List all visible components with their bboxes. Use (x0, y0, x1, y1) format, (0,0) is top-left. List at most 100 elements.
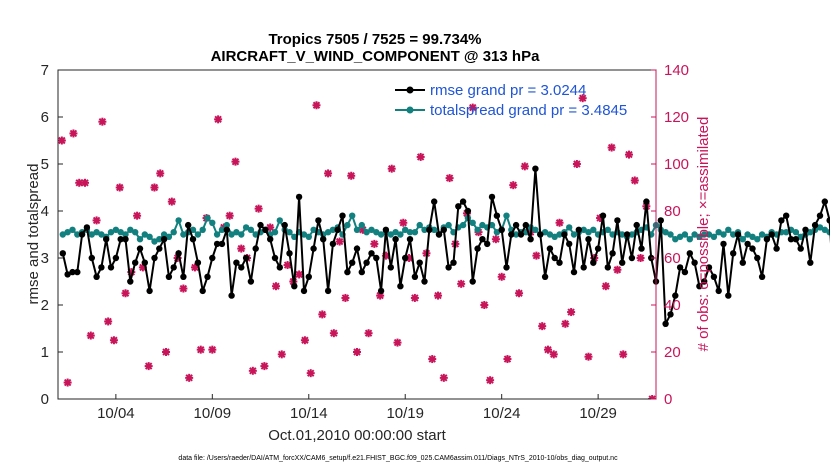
rmse-point (541, 273, 549, 280)
y2-tick-label: 80 (664, 203, 681, 220)
rmse-point (556, 259, 563, 266)
totalspread-point (662, 229, 669, 236)
totalspread-point (701, 231, 708, 238)
obs-marker (312, 101, 321, 110)
totalspread-point (686, 236, 693, 243)
y-axis-label: rmse and totalspread (25, 164, 42, 305)
rmse-point (676, 264, 684, 271)
totalspread-point (74, 231, 81, 238)
y2-tick-label: 140 (664, 62, 689, 79)
totalspread-point (411, 229, 419, 236)
rmse-point (488, 193, 496, 201)
totalspread-point (175, 217, 182, 224)
y-tick-label: 2 (41, 297, 49, 314)
rmse-point (339, 212, 346, 219)
rmse-point (194, 259, 202, 266)
obs-marker (410, 293, 419, 302)
obs-marker (439, 373, 448, 382)
rmse-point (546, 245, 554, 252)
rmse-point (749, 245, 756, 252)
obs-marker (520, 162, 529, 171)
totalspread-point (421, 226, 428, 233)
totalspread-point (725, 226, 732, 233)
rmse-point (455, 203, 462, 210)
obs-marker (335, 237, 344, 246)
rmse-point (715, 287, 722, 295)
totalspread-point (469, 219, 476, 226)
totalspread-point (286, 229, 293, 236)
obs-marker (636, 254, 645, 262)
obs-marker (578, 94, 587, 103)
totalspread-point (585, 229, 592, 236)
obs-marker (271, 282, 280, 291)
obs-marker (399, 218, 408, 227)
totalspread-point (406, 229, 414, 236)
rmse-point (363, 259, 370, 266)
rmse-point (522, 221, 529, 229)
totalspread-point (503, 212, 510, 219)
rmse-point (768, 231, 775, 238)
rmse-point (218, 240, 226, 248)
y-tick-label: 5 (41, 156, 49, 173)
rmse-point (146, 287, 153, 295)
totalspread-point (88, 231, 96, 238)
rmse-point (517, 231, 525, 238)
rmse-point (566, 240, 573, 248)
rmse-point (811, 221, 819, 229)
obs-marker (69, 129, 78, 138)
rmse-point (213, 240, 221, 248)
rmse-point (787, 236, 795, 243)
rmse-point (619, 259, 626, 266)
totalspread-point (368, 226, 375, 233)
y2-tick-label: 20 (664, 344, 681, 361)
obs-marker (584, 352, 593, 361)
totalspread-point (570, 231, 578, 238)
rmse-point (503, 264, 510, 271)
rmse-point (228, 292, 235, 299)
obs-marker (144, 362, 153, 371)
rmse-point (238, 264, 245, 271)
totalspread-point (344, 221, 351, 229)
totalspread-point (213, 231, 221, 238)
totalspread-point (676, 233, 684, 240)
totalspread-point (821, 226, 828, 233)
rmse-point (209, 254, 216, 262)
rmse-point (435, 231, 443, 238)
y-tick-label: 0 (41, 391, 49, 408)
obs-marker (115, 183, 124, 192)
legend-spread-marker (406, 106, 414, 114)
obs-marker (92, 216, 101, 225)
totalspread-point (710, 233, 718, 240)
obs-marker (572, 160, 581, 168)
rmse-point (78, 231, 86, 238)
rmse-point (508, 231, 515, 238)
rmse-point (64, 271, 71, 278)
totalspread-point (117, 229, 124, 236)
obs-marker (509, 181, 518, 190)
y2-tick-label: 60 (664, 250, 681, 267)
rmse-point (657, 217, 664, 224)
rmse-point (628, 254, 636, 262)
rmse-point (233, 259, 240, 266)
totalspread-point (705, 231, 713, 238)
rmse-point (498, 226, 505, 233)
rmse-point (189, 236, 197, 243)
obs-marker (190, 263, 199, 272)
rmse-point (223, 226, 230, 233)
rmse-point (807, 259, 814, 266)
obs-marker (300, 336, 309, 345)
x-tick-label: 10/24 (483, 405, 521, 422)
rmse-point (710, 273, 718, 280)
rmse-point (826, 217, 830, 224)
rmse-point (816, 212, 824, 219)
obs-marker (162, 348, 171, 356)
obs-marker (630, 176, 639, 185)
rmse-point (705, 264, 713, 271)
rmse-point (594, 245, 602, 252)
totalspread-point (165, 233, 173, 240)
obs-marker (329, 329, 338, 338)
rmse-point (416, 259, 423, 266)
totalspread-point (242, 224, 250, 231)
obs-marker (607, 143, 616, 152)
